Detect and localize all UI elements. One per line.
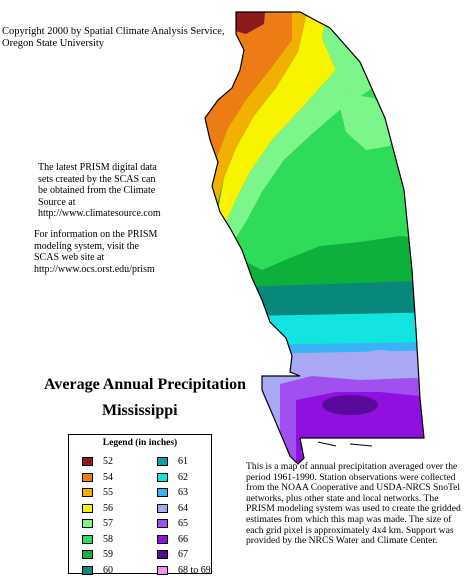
legend-item: 67 — [157, 547, 211, 563]
legend-label: 62 — [178, 471, 188, 483]
legend-label: 54 — [103, 471, 113, 483]
legend-item: 64 — [157, 501, 211, 517]
band-64-east-spot — [364, 350, 396, 362]
climatesource-link[interactable]: http://www.climatesource.com — [38, 208, 161, 220]
legend-swatch — [82, 472, 93, 482]
legend-label: 68 to 69 — [178, 564, 211, 576]
legend-item: 58 — [82, 532, 113, 548]
legend-item: 59 — [82, 547, 113, 563]
copyright-note: Copyright 2000 by Spatial Climate Analys… — [2, 26, 225, 50]
map-title: Average Annual Precipitation — [44, 376, 247, 393]
legend-label: 63 — [178, 487, 188, 499]
legend-swatch — [82, 457, 93, 467]
map-subtitle: Mississippi — [102, 402, 178, 419]
legend-swatch — [82, 565, 93, 575]
legend-swatch — [157, 472, 168, 482]
legend-label: 52 — [103, 456, 113, 468]
prism-modeling-info: For information on the PRISM modeling sy… — [34, 229, 157, 275]
legend-item: 65 — [157, 516, 211, 532]
legend-label: 58 — [103, 533, 113, 545]
band-56-north — [216, 12, 336, 226]
legend-swatch — [82, 503, 93, 513]
legend-swatch — [82, 534, 93, 544]
legend-swatch — [157, 457, 168, 467]
info-line: sets created by the SCAS can — [38, 173, 156, 185]
legend-item: 54 — [82, 470, 113, 486]
legend-swatch — [157, 534, 168, 544]
legend-swatch — [157, 565, 168, 575]
band-67-spot — [322, 395, 378, 415]
legend-item: 62 — [157, 470, 211, 486]
legend-label: 57 — [103, 518, 113, 530]
legend-item: 63 — [157, 485, 211, 501]
copyright-line: Oregon State University — [2, 38, 105, 49]
legend-label: 60 — [103, 564, 113, 576]
legend: Legend (in inches) 52 54 55 56 57 58 59 … — [68, 434, 212, 576]
legend-label: 55 — [103, 487, 113, 499]
legend-item: 66 — [157, 532, 211, 548]
legend-label: 61 — [178, 456, 188, 468]
legend-swatch — [82, 550, 93, 560]
legend-swatch — [157, 519, 168, 529]
coastline-islands — [317, 441, 373, 447]
legend-label: 56 — [103, 502, 113, 514]
legend-item: 56 — [82, 501, 113, 517]
legend-swatch — [157, 488, 168, 498]
legend-swatch — [157, 550, 168, 560]
state-outline — [204, 11, 425, 465]
legend-label: 65 — [178, 518, 188, 530]
band-65-west-spot — [158, 353, 182, 371]
legend-column-left: 52 54 55 56 57 58 59 60 — [82, 454, 113, 578]
legend-item: 61 — [157, 454, 211, 470]
legend-label: 59 — [103, 549, 113, 561]
info-line: For information on the PRISM — [34, 229, 158, 240]
legend-title: Legend (in inches) — [102, 438, 178, 448]
legend-item: 60 — [82, 563, 113, 578]
info-line: Source at — [38, 196, 76, 208]
legend-label: 67 — [178, 549, 188, 561]
ocs-prism-link[interactable]: http://www.ocs.orst.edu/prism — [34, 263, 155, 275]
legend-swatch — [82, 519, 93, 529]
band-52-north — [232, 12, 266, 34]
legend-label: 66 — [178, 533, 188, 545]
copyright-line: Copyright 2000 by Spatial Climate Analys… — [2, 26, 225, 37]
legend-item: 68 to 69 — [157, 563, 211, 578]
legend-column-right: 61 62 63 64 65 66 67 68 to 69 — [157, 454, 211, 578]
info-line: The latest PRISM digital data — [38, 162, 157, 173]
legend-item: 52 — [82, 454, 113, 470]
legend-item: 57 — [82, 516, 113, 532]
prism-data-info: The latest PRISM digital data sets creat… — [38, 162, 161, 220]
legend-swatch — [82, 488, 93, 498]
legend-swatch — [157, 503, 168, 513]
legend-item: 55 — [82, 485, 113, 501]
info-line: modeling system, visit the — [34, 240, 139, 252]
band-55-north — [210, 12, 310, 210]
map-description: This is a map of annual precipitation av… — [246, 461, 461, 547]
info-line: SCAS web site at — [34, 252, 105, 264]
info-line: be obtained from the Climate — [38, 185, 156, 197]
legend-label: 64 — [178, 502, 188, 514]
